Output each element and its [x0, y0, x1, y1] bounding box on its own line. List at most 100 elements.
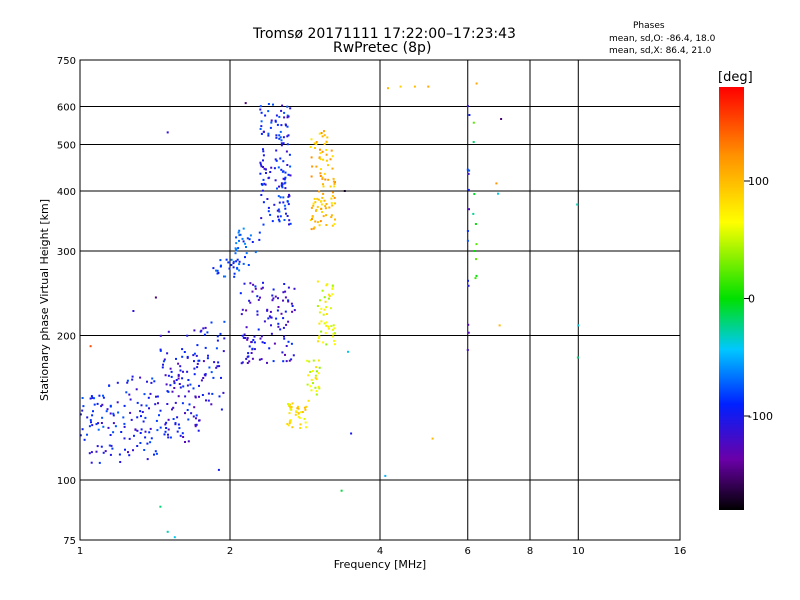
echo-point: [259, 128, 262, 130]
echo-point: [260, 132, 263, 135]
echo-point: [112, 431, 115, 434]
echo-point: [188, 403, 191, 406]
echo-point: [318, 132, 321, 135]
echo-point: [277, 325, 280, 328]
echo-point: [318, 387, 321, 390]
echo-point: [219, 265, 222, 268]
echo-point: [314, 201, 317, 204]
echo-point: [576, 356, 579, 359]
echo-point: [91, 414, 94, 417]
echo-point: [90, 461, 93, 464]
echo-point: [167, 418, 170, 421]
echo-point: [109, 412, 112, 415]
echo-point: [273, 342, 276, 345]
echo-point: [288, 193, 290, 196]
echo-point: [242, 240, 245, 243]
echo-point: [327, 297, 330, 300]
echo-point: [258, 358, 261, 361]
echo-point: [219, 332, 222, 335]
echo-point: [192, 387, 195, 390]
echo-point: [90, 395, 93, 398]
echo-point: [205, 399, 207, 402]
echo-point: [327, 293, 330, 296]
echo-point: [287, 203, 290, 206]
echo-point: [287, 320, 290, 323]
echo-point: [244, 256, 246, 259]
echo-point: [431, 437, 434, 440]
echo-point: [267, 134, 270, 137]
echo-point: [189, 383, 192, 386]
echo-point: [240, 313, 243, 316]
echo-point: [173, 380, 176, 383]
echo-point: [293, 309, 296, 312]
echo-point: [325, 149, 328, 151]
echo-point: [194, 423, 197, 426]
echo-point: [163, 433, 166, 436]
echo-point: [262, 150, 265, 153]
echo-point: [266, 308, 269, 311]
echo-point: [384, 474, 387, 477]
echo-point: [319, 175, 322, 177]
echo-point: [122, 416, 125, 419]
echo-point: [319, 152, 322, 155]
echo-point: [320, 200, 323, 203]
echo-point: [290, 342, 293, 345]
echo-point: [332, 180, 335, 183]
echo-point: [331, 328, 334, 331]
echo-point: [187, 379, 190, 381]
echo-point: [321, 150, 324, 153]
phase-o-stats: mean, sd,O: -86.4, 18.0: [609, 34, 716, 44]
echo-point: [128, 437, 131, 440]
echo-point: [281, 170, 284, 173]
echo-point: [90, 451, 93, 454]
echo-point: [299, 427, 302, 429]
echo-point: [211, 392, 214, 395]
echo-point: [277, 306, 280, 308]
echo-point: [316, 280, 319, 283]
echo-point: [314, 147, 316, 149]
echo-point: [93, 397, 95, 400]
echo-point: [245, 326, 248, 329]
echo-point: [232, 260, 235, 263]
echo-point: [304, 421, 307, 424]
echo-point: [245, 252, 248, 255]
echo-point: [310, 378, 313, 381]
echo-point: [163, 358, 166, 361]
echo-point: [261, 286, 264, 289]
echo-point: [328, 206, 331, 209]
echo-point: [173, 382, 176, 385]
echo-point: [306, 359, 309, 362]
echo-point: [467, 188, 470, 191]
echo-point: [282, 201, 285, 204]
echo-point: [303, 417, 306, 420]
echo-point: [321, 211, 323, 213]
echo-point: [215, 269, 218, 272]
echo-point: [467, 279, 469, 282]
echo-point: [123, 422, 126, 425]
echo-point: [284, 176, 287, 179]
echo-point: [286, 125, 289, 128]
echo-point: [258, 231, 261, 234]
echo-point: [317, 198, 320, 201]
echo-point: [201, 394, 204, 396]
echo-point: [315, 370, 318, 373]
echo-point: [267, 110, 270, 113]
echo-point: [475, 82, 478, 85]
echo-point: [333, 185, 336, 188]
echo-point: [154, 403, 157, 406]
echo-point: [260, 194, 263, 196]
echo-point: [311, 165, 314, 168]
echo-point: [207, 399, 210, 402]
x-tick-label: 6: [465, 546, 471, 557]
echo-point: [267, 103, 270, 105]
echo-point: [467, 331, 470, 334]
echo-point: [473, 193, 476, 195]
echo-point: [155, 452, 158, 455]
echo-point: [333, 332, 336, 335]
echo-point: [284, 353, 286, 356]
echo-point: [91, 396, 94, 399]
echo-point: [93, 403, 96, 406]
echo-point: [174, 401, 177, 404]
echo-point: [289, 165, 292, 168]
echo-point: [285, 345, 288, 347]
